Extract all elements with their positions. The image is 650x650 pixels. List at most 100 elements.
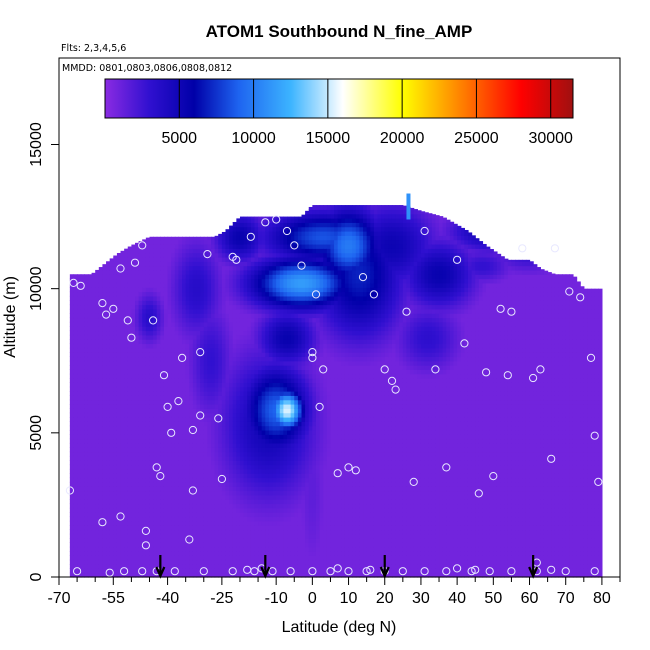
heatmap-cell (98, 304, 104, 310)
heatmap-cell (297, 455, 303, 461)
heatmap-cell (80, 291, 85, 297)
heatmap-cell (120, 516, 125, 522)
heatmap-cell (116, 265, 122, 271)
heatmap-cell (153, 386, 158, 392)
heatmap-cell (272, 447, 277, 453)
heatmap-cell (279, 256, 284, 262)
heatmap-cell (218, 421, 223, 427)
heatmap-cell (91, 486, 96, 492)
heatmap-cell (167, 473, 172, 479)
heatmap-cell (189, 451, 194, 457)
heatmap-cell (149, 382, 154, 388)
heatmap-cell (221, 265, 227, 271)
heatmap-cell (106, 468, 111, 474)
heatmap-cell (69, 412, 75, 418)
heatmap-cell (214, 503, 219, 509)
heatmap-cell (192, 382, 198, 388)
heatmap-cell (153, 326, 158, 332)
heatmap-cell (229, 503, 234, 509)
heatmap-cell (247, 477, 252, 483)
heatmap-cell (214, 321, 219, 327)
heatmap-cell (196, 542, 201, 548)
heatmap-cell (167, 525, 172, 531)
heatmap-cell (265, 404, 270, 409)
heatmap-cell (272, 239, 277, 245)
heatmap-cell (120, 572, 125, 578)
heatmap-cell (247, 261, 252, 267)
heatmap-cell (84, 356, 89, 362)
heatmap-cell (102, 460, 107, 466)
heatmap-cell (261, 481, 266, 487)
heatmap-cell (102, 264, 107, 267)
heatmap-cell (73, 551, 78, 556)
heatmap-cell (218, 321, 223, 327)
heatmap-cell (218, 256, 223, 262)
heatmap-cell (95, 568, 100, 574)
heatmap-cell (221, 248, 227, 254)
heatmap-cell (279, 326, 284, 332)
heatmap-cell (229, 391, 234, 396)
heatmap-cell (69, 321, 75, 327)
heatmap-cell (221, 243, 227, 249)
heatmap-cell (95, 395, 100, 401)
heatmap-cell (113, 477, 118, 483)
heatmap-cell (247, 343, 252, 349)
heatmap-cell (232, 321, 237, 327)
heatmap-cell (239, 317, 245, 323)
heatmap-cell (258, 468, 263, 474)
heatmap-cell (135, 308, 140, 314)
heatmap-cell (95, 529, 100, 535)
heatmap-cell (167, 455, 172, 461)
heatmap-cell (120, 412, 125, 418)
heatmap-cell (127, 559, 132, 565)
heatmap-cell (232, 304, 237, 310)
heatmap-cell (268, 330, 274, 336)
heatmap-cell (113, 568, 118, 574)
heatmap-cell (127, 347, 132, 353)
heatmap-cell (229, 265, 234, 271)
heatmap-cell (182, 507, 187, 513)
heatmap-cell (239, 533, 245, 539)
heatmap-cell (243, 313, 248, 319)
heatmap-cell (178, 564, 183, 569)
heatmap-cell (80, 473, 85, 479)
heatmap-cell (221, 382, 227, 388)
heatmap-cell (109, 421, 114, 427)
heatmap-cell (218, 386, 223, 392)
heatmap-cell (218, 295, 223, 301)
heatmap-cell (207, 265, 212, 271)
heatmap-cell (116, 490, 122, 496)
heatmap-cell (102, 473, 107, 479)
heatmap-cell (80, 442, 85, 448)
heatmap-cell (80, 503, 85, 509)
heatmap-cell (113, 520, 118, 526)
heatmap-cell (80, 295, 85, 301)
heatmap-cell (145, 265, 151, 271)
heatmap-cell (182, 343, 187, 349)
heatmap-cell (120, 512, 125, 518)
heatmap-cell (196, 356, 201, 362)
heatmap-cell (200, 399, 205, 405)
heatmap-cell (171, 365, 176, 370)
heatmap-cell (239, 226, 245, 232)
heatmap-cell (294, 507, 299, 513)
heatmap-cell (102, 468, 107, 474)
heatmap-cell (272, 464, 277, 470)
heatmap-cell (254, 278, 259, 284)
heatmap-cell (174, 503, 180, 509)
heatmap-cell (279, 300, 284, 306)
heatmap-cell (95, 477, 100, 483)
heatmap-cell (218, 490, 223, 496)
heatmap-cell (178, 282, 183, 288)
heatmap-cell (243, 425, 248, 431)
heatmap-cell (283, 378, 288, 383)
heatmap-cell (160, 248, 165, 254)
heatmap-cell (145, 477, 151, 483)
heatmap-cell (120, 551, 125, 556)
heatmap-cell (196, 486, 201, 492)
heatmap-cell (174, 313, 180, 319)
heatmap-cell (250, 542, 256, 548)
heatmap-cell (131, 378, 136, 383)
heatmap-cell (131, 512, 136, 518)
heatmap-cell (142, 494, 147, 500)
